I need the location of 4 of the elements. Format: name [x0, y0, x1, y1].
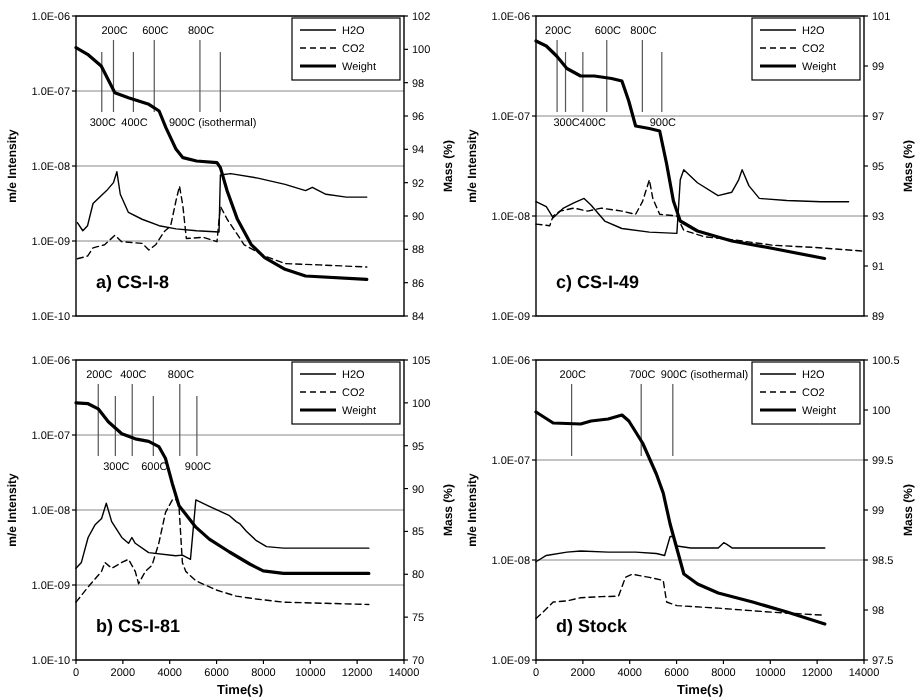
annotation: d) Stock — [556, 616, 629, 636]
annotation: a) CS-I-8 — [96, 272, 170, 292]
annotation: b) CS-I-81 — [96, 616, 181, 636]
annotation: c) CS-I-49 — [556, 272, 640, 292]
